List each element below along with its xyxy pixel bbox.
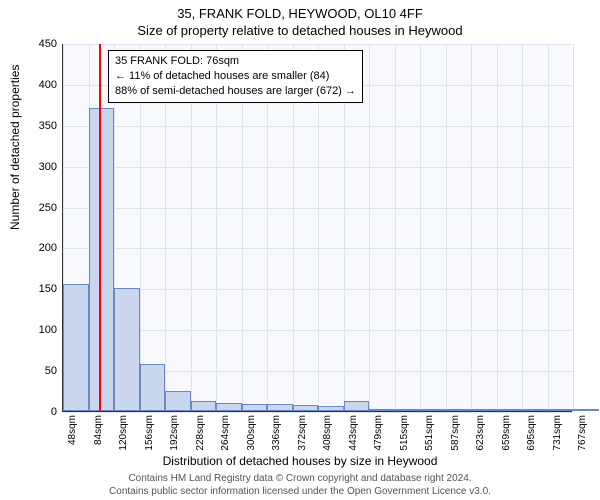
histogram-bar — [369, 409, 395, 411]
histogram-bar — [293, 405, 319, 411]
histogram-bar — [497, 409, 523, 411]
gridline-vertical — [522, 44, 523, 411]
gridline-vertical — [446, 44, 447, 411]
gridline-vertical — [548, 44, 549, 411]
x-axis-label: Distribution of detached houses by size … — [0, 454, 600, 468]
gridline-vertical — [420, 44, 421, 411]
histogram-bar — [114, 288, 140, 411]
y-tick-label: 450 — [39, 38, 57, 50]
histogram-bar — [63, 284, 89, 411]
histogram-bar — [522, 409, 548, 411]
histogram-bar — [89, 108, 115, 411]
histogram-bar — [318, 406, 344, 411]
plot-area: 05010015020025030035040045048sqm84sqm120… — [62, 44, 572, 412]
footer-attribution: Contains HM Land Registry data © Crown c… — [0, 473, 600, 498]
gridline-vertical — [497, 44, 498, 411]
histogram-bar — [395, 409, 421, 411]
chart-area: 05010015020025030035040045048sqm84sqm120… — [62, 44, 572, 412]
page-title-line2: Size of property relative to detached ho… — [0, 23, 600, 38]
property-marker-line — [99, 44, 101, 411]
footer-line2: Contains public sector information licen… — [0, 486, 600, 499]
gridline-vertical — [573, 44, 574, 411]
y-tick-label: 50 — [45, 365, 57, 377]
annotation-line3: 88% of semi-detached houses are larger (… — [115, 84, 356, 99]
histogram-bar — [267, 404, 293, 411]
gridline-vertical — [471, 44, 472, 411]
page-title-line1: 35, FRANK FOLD, HEYWOOD, OL10 4FF — [0, 6, 600, 21]
y-tick-label: 200 — [39, 242, 57, 254]
y-tick-label: 150 — [39, 283, 57, 295]
histogram-bar — [573, 409, 599, 411]
histogram-bar — [191, 401, 217, 411]
histogram-bar — [165, 391, 191, 411]
histogram-bar — [420, 409, 446, 411]
histogram-bar — [216, 403, 242, 411]
y-tick-label: 300 — [39, 161, 57, 173]
y-tick-label: 250 — [39, 202, 57, 214]
annotation-line2: ← 11% of detached houses are smaller (84… — [115, 69, 356, 84]
histogram-bar — [446, 409, 472, 411]
gridline-vertical — [369, 44, 370, 411]
histogram-bar — [242, 404, 268, 411]
gridline-vertical — [395, 44, 396, 411]
y-tick-label: 100 — [39, 324, 57, 336]
histogram-bar — [344, 401, 370, 411]
y-axis-label: Number of detached properties — [8, 65, 22, 230]
annotation-line1: 35 FRANK FOLD: 76sqm — [115, 54, 356, 69]
gridline-horizontal — [63, 412, 572, 413]
y-tick-label: 400 — [39, 79, 57, 91]
footer-line1: Contains HM Land Registry data © Crown c… — [0, 473, 600, 486]
histogram-bar — [548, 409, 574, 411]
histogram-bar — [140, 364, 166, 411]
histogram-bar — [471, 409, 497, 411]
y-tick-label: 350 — [39, 120, 57, 132]
y-tick-label: 0 — [51, 406, 57, 418]
annotation-box: 35 FRANK FOLD: 76sqm← 11% of detached ho… — [108, 50, 363, 103]
